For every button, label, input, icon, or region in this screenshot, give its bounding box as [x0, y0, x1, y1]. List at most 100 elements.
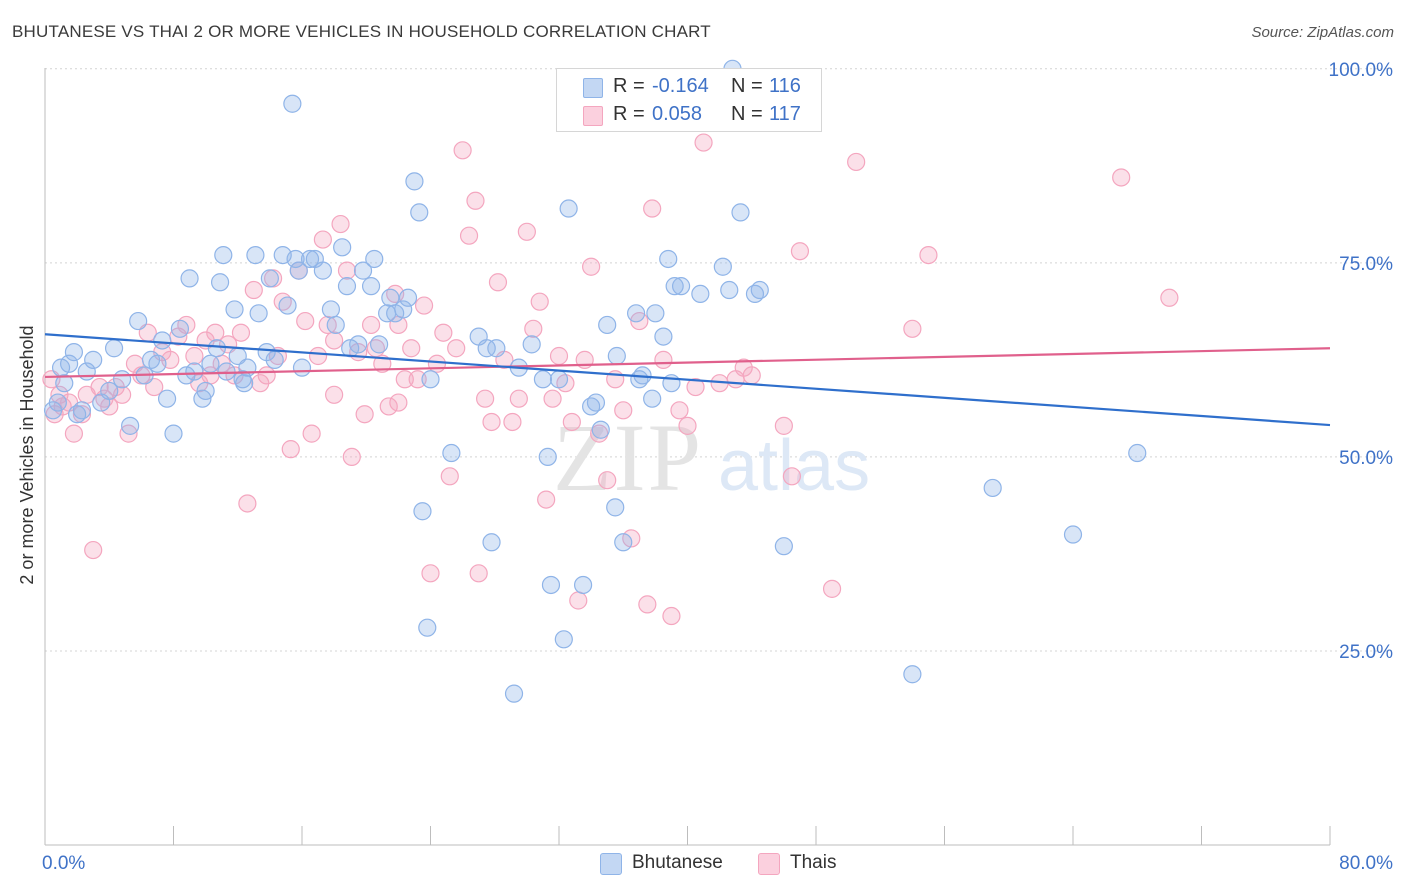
y-tick-label: 25.0% — [1339, 642, 1393, 663]
thais-point — [185, 346, 204, 366]
bhutanese-point — [260, 269, 279, 288]
thais-point — [440, 467, 459, 486]
bhutanese-point — [292, 358, 312, 377]
thais-point — [726, 370, 745, 389]
legend-n-label: N = — [731, 103, 763, 125]
thais-point — [517, 222, 536, 241]
thais-point — [231, 323, 251, 342]
bhutanese-point — [903, 665, 922, 684]
thais-point — [331, 214, 350, 234]
thais-point — [72, 405, 92, 424]
bhutanese-point — [214, 245, 233, 265]
bhutanese-point — [337, 277, 357, 296]
thais-point — [686, 377, 705, 397]
y-tick-label: 50.0% — [1339, 448, 1393, 469]
bhutanese-point — [170, 319, 190, 338]
series-swatch-bhutanese — [600, 853, 622, 875]
bhutanese-point — [55, 374, 74, 393]
bhutanese-point — [606, 498, 625, 517]
legend-swatch-thais — [583, 106, 603, 126]
bhutanese-point — [522, 335, 541, 354]
thais-point — [654, 350, 673, 369]
legend-r-label: R = — [613, 103, 645, 125]
bhutanese-point — [278, 296, 297, 315]
thais-point — [643, 199, 662, 218]
bhutanese-point — [249, 304, 268, 323]
bhutanese-point — [713, 257, 732, 276]
bhutanese-point — [654, 327, 673, 346]
bhutanese-point — [482, 533, 501, 552]
thais-point — [662, 606, 681, 626]
bhutanese-point — [84, 350, 103, 369]
thais-point — [64, 424, 84, 443]
bhutanese-point — [217, 362, 236, 381]
bhutanese-point — [538, 447, 557, 467]
bhutanese-point — [164, 424, 183, 443]
bhutanese-point — [210, 273, 230, 292]
thais-point — [476, 389, 495, 408]
thais-points — [42, 133, 1179, 626]
thais-point — [238, 494, 257, 513]
bhutanese-point — [405, 172, 424, 191]
bhutanese-point — [421, 370, 440, 389]
thais-point — [244, 280, 263, 300]
thais-point — [562, 412, 581, 432]
thais-point — [355, 405, 374, 424]
thais-point — [847, 152, 866, 172]
bhutanese-point — [235, 374, 254, 393]
thais-point — [408, 370, 427, 389]
bhutanese-point — [586, 393, 606, 412]
bhutanese-point — [418, 618, 437, 637]
thais-point — [453, 141, 472, 160]
bhutanese-point — [665, 277, 684, 296]
bhutanese-point — [983, 478, 1002, 498]
bhutanese-point — [104, 339, 124, 358]
thais-point — [414, 296, 434, 315]
bhutanese-point — [646, 304, 665, 323]
thais-point — [395, 370, 414, 389]
bhutanese-point — [370, 335, 389, 354]
bhutanese-point — [185, 362, 204, 381]
thais-point — [313, 230, 332, 249]
legend-swatch-bhutanese — [583, 78, 603, 98]
bhutanese-point — [504, 684, 524, 703]
bhutanese-point — [153, 331, 172, 350]
thais-point — [145, 377, 164, 397]
watermark-atlas: atlas — [718, 426, 870, 506]
thais-point — [488, 273, 508, 292]
bhutanese-point — [207, 339, 226, 358]
thais-point — [447, 339, 466, 358]
bhutanese-point — [598, 315, 617, 335]
legend-r-label: R = — [613, 75, 645, 97]
bhutanese-point — [283, 94, 302, 113]
bhutanese-point — [100, 381, 119, 401]
thais-point — [434, 323, 453, 342]
thais-point — [325, 331, 344, 350]
thais-point — [503, 412, 522, 432]
thais-point — [1160, 288, 1179, 307]
thais-point — [482, 412, 501, 432]
bhutanese-point — [410, 203, 429, 222]
bhutanese-point — [121, 416, 140, 435]
bhutanese-point — [180, 269, 199, 288]
thais-point — [308, 346, 328, 366]
thais-point — [782, 467, 802, 486]
bhutanese-point — [442, 443, 461, 463]
thais-point — [549, 346, 569, 366]
bhutanese-point — [1128, 443, 1147, 463]
bhutanese-point — [774, 537, 793, 556]
thais-point — [1112, 168, 1131, 187]
thais-point — [670, 401, 689, 420]
y-axis-label: 2 or more Vehicles in Household — [17, 325, 37, 584]
bhutanese-point — [321, 300, 341, 319]
thais-point — [537, 490, 556, 509]
bhutanese-point — [731, 203, 750, 222]
thais-point — [582, 257, 601, 276]
thais-point — [598, 471, 617, 490]
bhutanese-point — [691, 284, 710, 304]
bhutanese-point — [394, 300, 413, 319]
thais-point — [903, 319, 922, 338]
thais-point — [84, 540, 103, 560]
y-tick-labels: 25.0% 50.0% 75.0% 100.0% — [1329, 60, 1394, 663]
bhutanese-point — [591, 420, 610, 439]
